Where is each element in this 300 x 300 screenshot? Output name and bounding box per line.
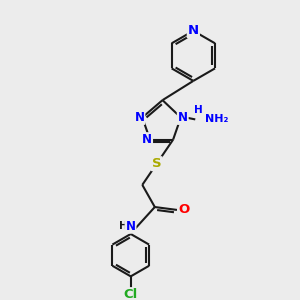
- Text: N: N: [126, 220, 136, 233]
- Text: N: N: [188, 24, 199, 37]
- Text: S: S: [152, 157, 162, 170]
- Text: N: N: [142, 133, 152, 146]
- Text: H: H: [194, 105, 203, 115]
- Text: Cl: Cl: [124, 288, 138, 300]
- Text: NH₂: NH₂: [205, 114, 228, 124]
- Text: N: N: [178, 111, 188, 124]
- Text: N: N: [134, 111, 144, 124]
- Text: H: H: [119, 221, 128, 231]
- Text: O: O: [178, 203, 189, 216]
